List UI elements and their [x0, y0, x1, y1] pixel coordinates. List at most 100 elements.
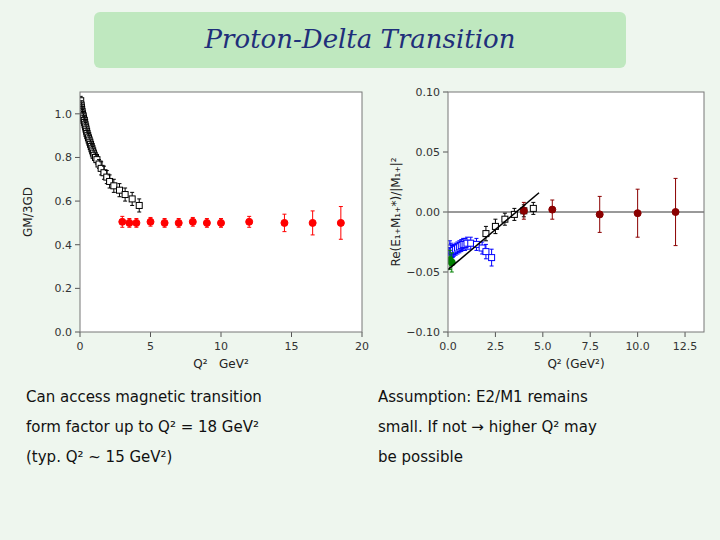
- point: [337, 219, 344, 226]
- error-bar-cap: [484, 226, 488, 227]
- error-bar-cap: [130, 192, 134, 193]
- y-tick-label: 0.0: [55, 326, 73, 339]
- y-tick-label: 0.8: [55, 151, 73, 164]
- error-bar-cap: [85, 129, 89, 130]
- error-bar-cap: [474, 238, 478, 239]
- x-tick-label: 10.0: [625, 340, 650, 353]
- y-tick-label: 0.2: [55, 282, 73, 295]
- error-bar: [469, 237, 473, 249]
- plot-marks: [80, 96, 344, 239]
- y-tick-label: 1.0: [55, 108, 73, 121]
- error-bar-cap: [463, 250, 467, 251]
- error-bar-cap: [127, 218, 131, 219]
- error-bar-cap: [247, 216, 251, 217]
- error-bar-cap: [177, 227, 181, 228]
- error-bar-cap: [598, 196, 602, 197]
- error-bar-cap: [82, 116, 86, 117]
- point: [119, 218, 126, 225]
- x-tick-label: 0: [77, 340, 84, 353]
- error-bar-cap: [282, 231, 286, 232]
- x-tick-label: 12.5: [673, 340, 698, 353]
- error-bar-cap: [311, 234, 315, 235]
- error-bar-cap: [83, 118, 87, 119]
- point: [116, 187, 122, 193]
- x-tick-label: 2.5: [487, 340, 505, 353]
- point: [161, 219, 168, 226]
- error-bar-cap: [474, 250, 478, 251]
- error-bar-cap: [454, 255, 458, 256]
- error-bar-cap: [149, 217, 153, 218]
- error-bar-cap: [177, 218, 181, 219]
- plot-frame: [448, 92, 704, 332]
- error-bar-cap: [247, 227, 251, 228]
- point: [133, 219, 140, 226]
- error-bar-cap: [117, 183, 121, 184]
- x-tick: [637, 332, 638, 337]
- error-bar-cap: [493, 219, 497, 220]
- point: [489, 255, 495, 261]
- error-bar-cap: [450, 252, 454, 253]
- error-bar-cap: [89, 142, 93, 143]
- x-tick: [221, 332, 222, 337]
- error-bar-cap: [82, 113, 86, 114]
- error-bar-cap: [522, 219, 526, 220]
- chart: 0.02.55.07.510.012.5−0.10−0.050.000.050.…: [378, 86, 704, 466]
- error-bar-cap: [459, 251, 463, 252]
- error-bar-cap: [636, 189, 640, 190]
- error-bar-cap: [80, 107, 84, 108]
- error-bar: [137, 199, 141, 212]
- error-bar-cap: [219, 218, 223, 219]
- error-bar-cap: [339, 239, 343, 240]
- chart: 051015200.00.20.40.60.81.0Q² GeV²GM/3GDC…: [21, 92, 369, 466]
- error-bar-cap: [91, 148, 95, 149]
- error-bar-cap: [112, 179, 116, 180]
- error-bar: [490, 249, 494, 266]
- y-axis-label: GM/3GD: [21, 187, 35, 237]
- error-bar-cap: [81, 109, 85, 110]
- annotation: small. If not → higher Q² may: [378, 418, 597, 436]
- annotation: Can access magnetic transition: [26, 388, 262, 406]
- point: [129, 196, 135, 202]
- plot-area: [80, 92, 362, 332]
- point: [80, 104, 84, 110]
- y-tick: [75, 201, 80, 202]
- error-bar-cap: [339, 206, 343, 207]
- point: [596, 211, 603, 218]
- error-bar-cap: [82, 116, 86, 117]
- error-bar-cap: [490, 266, 494, 267]
- point: [549, 206, 556, 213]
- point: [281, 219, 288, 226]
- background: [0, 0, 720, 540]
- error-bar-cap: [83, 120, 87, 121]
- x-tick-label: 0.0: [439, 340, 457, 353]
- title: Proton-Delta Transition: [204, 24, 516, 54]
- error-bar-cap: [163, 227, 167, 228]
- x-axis-label: Q² GeV²: [193, 357, 249, 371]
- annotation: form factor up to Q² = 18 GeV²: [26, 418, 259, 436]
- y-tick: [443, 272, 448, 273]
- error-bar-cap: [674, 245, 678, 246]
- error-bar-cap: [108, 174, 112, 175]
- x-tick-label: 10: [214, 340, 228, 353]
- error-bar-cap: [99, 161, 103, 162]
- y-tick: [443, 92, 448, 93]
- error-bar-cap: [598, 232, 602, 233]
- point: [530, 205, 536, 211]
- y-tick: [75, 113, 80, 114]
- x-tick: [150, 332, 151, 337]
- x-tick-label: 5: [147, 340, 154, 353]
- error-bar-cap: [219, 227, 223, 228]
- error-bar-cap: [134, 218, 138, 219]
- error-bar-cap: [449, 243, 453, 244]
- x-tick: [362, 332, 363, 337]
- point: [80, 102, 84, 108]
- x-tick: [542, 332, 543, 337]
- error-bar-cap: [137, 212, 141, 213]
- plot-marks: [448, 178, 704, 272]
- error-bar-cap: [86, 133, 90, 134]
- error-bar-cap: [89, 140, 93, 141]
- error-bar-cap: [531, 214, 535, 215]
- error-bar-cap: [522, 202, 526, 203]
- error-bar-cap: [95, 155, 99, 156]
- error-bar-cap: [90, 144, 94, 145]
